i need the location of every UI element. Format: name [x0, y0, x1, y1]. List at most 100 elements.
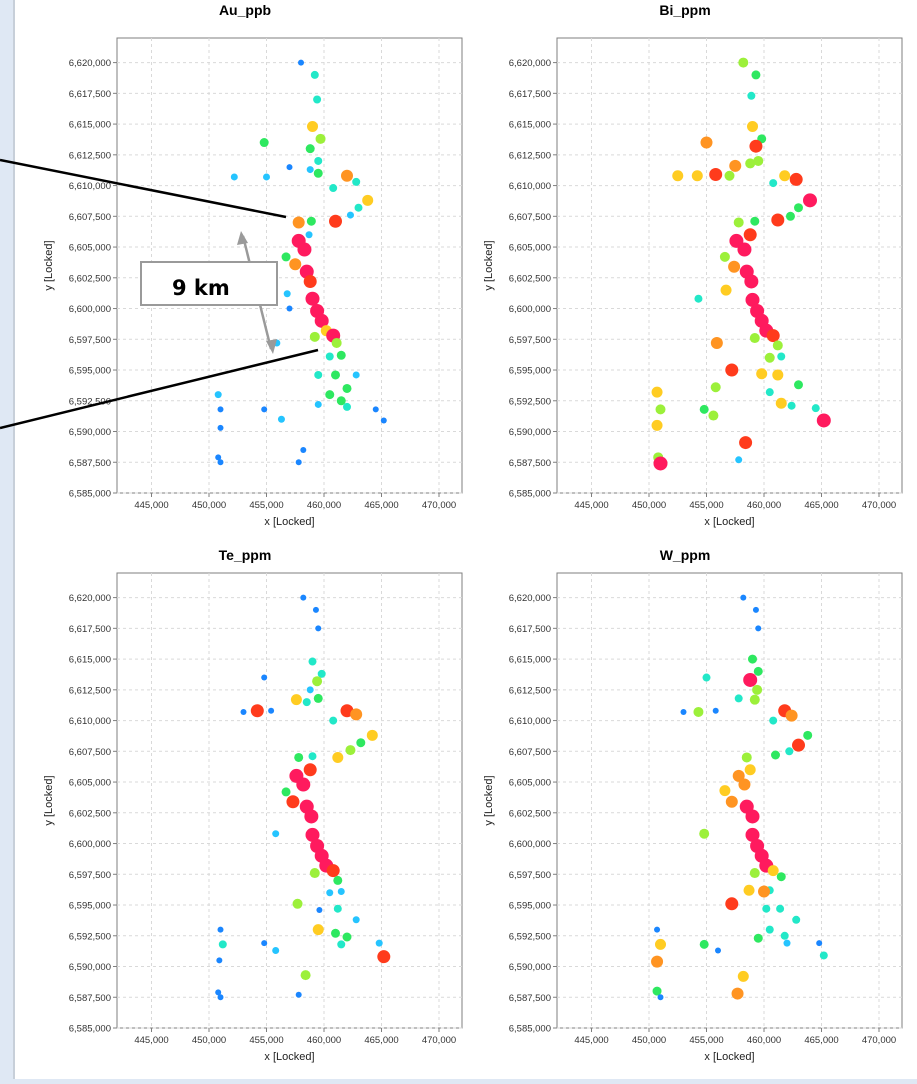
y-tick-label: 6,605,000 [509, 778, 551, 789]
x-tick-label: 465,000 [804, 1035, 838, 1046]
x-tick-label: 470,000 [862, 500, 896, 511]
data-point [281, 252, 291, 262]
data-point [755, 625, 762, 632]
data-point [651, 419, 663, 431]
y-tick-label: 6,597,500 [69, 335, 111, 346]
x-tick-label: 470,000 [422, 1035, 456, 1046]
data-point [286, 164, 293, 171]
data-point [350, 708, 363, 721]
data-point [731, 987, 744, 1000]
data-point [708, 410, 719, 421]
data-point [724, 170, 735, 181]
data-point [699, 404, 709, 414]
data-point [325, 352, 334, 361]
y-tick-label: 6,585,000 [509, 1024, 551, 1035]
y-tick-label: 6,617,500 [509, 89, 551, 100]
data-point [303, 274, 317, 288]
x-tick-label: 450,000 [632, 500, 666, 511]
y-axis-label: y [Locked] [483, 240, 495, 290]
y-tick-label: 6,605,000 [509, 243, 551, 254]
scale-label: 9 km [172, 276, 230, 300]
y-tick-label: 6,587,500 [69, 458, 111, 469]
data-point [787, 401, 796, 410]
data-point [286, 305, 293, 312]
data-point [352, 177, 361, 186]
chart-title-bi: Bi_ppm [659, 2, 711, 18]
data-point [783, 939, 791, 947]
data-point [748, 654, 757, 664]
data-point [719, 785, 731, 797]
data-point [332, 751, 344, 763]
data-point [314, 400, 322, 408]
data-point [776, 872, 786, 882]
y-tick-label: 6,615,000 [69, 120, 111, 131]
data-point [749, 868, 760, 879]
data-point [217, 994, 224, 1001]
data-point [653, 456, 668, 471]
x-tick-label: 455,000 [249, 1035, 283, 1046]
x-tick-label: 460,000 [307, 1035, 341, 1046]
data-point [765, 925, 774, 934]
data-point [657, 994, 664, 1001]
scatter-plot-te: 6,585,000 6,587,500 6,590,000 6,592,500 6,59… [43, 572, 463, 1063]
data-point [240, 708, 247, 715]
data-point [305, 291, 320, 306]
data-point [217, 459, 224, 466]
data-point [651, 386, 663, 398]
y-tick-label: 6,602,500 [69, 273, 111, 284]
data-point [216, 957, 223, 964]
scatter-plot-w: 6,585,000 6,587,500 6,590,000 6,592,500 6,59… [483, 572, 903, 1063]
y-tick-label: 6,612,500 [509, 150, 551, 161]
data-point [342, 932, 352, 942]
data-point [286, 795, 300, 809]
data-point [725, 363, 739, 377]
y-tick-label: 6,587,500 [509, 993, 551, 1004]
y-tick-label: 6,587,500 [69, 993, 111, 1004]
x-tick-label: 445,000 [574, 500, 608, 511]
data-point [356, 738, 366, 748]
data-point [700, 136, 713, 149]
chart-panel-bi: Bi_ppm 6,585,000 6,587,500 6,590,000 6,592,… [465, 0, 917, 540]
data-point [217, 926, 224, 933]
y-tick-label: 6,610,000 [69, 181, 111, 192]
data-point [215, 989, 222, 996]
data-point [261, 674, 268, 681]
data-point [333, 904, 342, 913]
data-point [769, 716, 778, 725]
data-point [329, 184, 338, 193]
y-tick-label: 6,590,000 [509, 427, 551, 438]
y-tick-label: 6,590,000 [509, 962, 551, 973]
data-point [305, 231, 313, 239]
data-point [342, 383, 352, 393]
data-point [747, 121, 758, 133]
scale-arrow-head-bottom-icon [266, 339, 277, 354]
data-point [725, 897, 739, 911]
y-tick-label: 6,587,500 [509, 458, 551, 469]
y-tick-label: 6,595,000 [509, 901, 551, 912]
data-point [744, 764, 756, 776]
x-tick-label: 465,000 [804, 500, 838, 511]
data-point [743, 228, 757, 242]
data-point [295, 991, 302, 998]
y-axis-label: y [Locked] [43, 775, 55, 825]
data-point [261, 940, 268, 947]
y-tick-label: 6,620,000 [69, 593, 111, 604]
data-point [372, 406, 379, 413]
data-point [377, 950, 391, 964]
data-point [306, 166, 314, 174]
data-point [296, 777, 311, 792]
data-point [277, 415, 285, 423]
data-point [725, 795, 738, 808]
data-point [693, 706, 704, 717]
data-point [739, 436, 753, 450]
data-point [354, 203, 363, 212]
data-point [297, 242, 312, 257]
data-point [776, 904, 785, 913]
data-point [292, 216, 305, 229]
x-tick-label: 455,000 [689, 1035, 723, 1046]
y-tick-label: 6,590,000 [69, 962, 111, 973]
x-axis-label: x [Locked] [704, 516, 754, 528]
data-point [268, 707, 275, 714]
y-tick-label: 6,610,000 [69, 716, 111, 727]
x-tick-label: 470,000 [862, 1035, 896, 1046]
